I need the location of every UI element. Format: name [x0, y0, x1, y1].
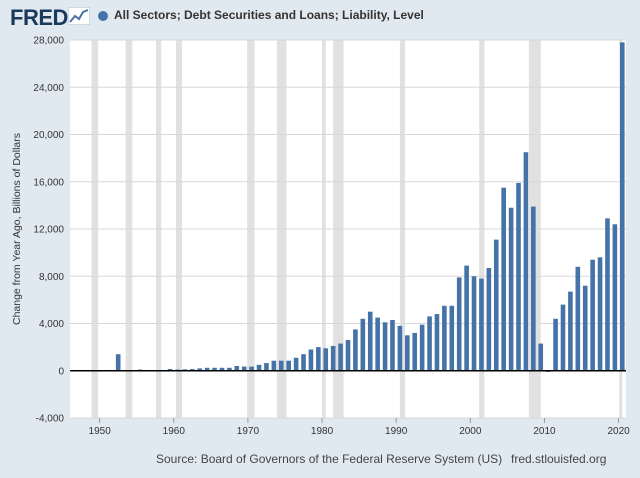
bar-1981: [330, 345, 336, 371]
bar-1978: [308, 349, 314, 371]
bar-2004: [501, 187, 506, 371]
bar-1980: [323, 348, 329, 371]
y-axis-label: Change from Year Ago, Billions of Dollar…: [11, 133, 23, 325]
bar-2003: [493, 239, 499, 371]
source-url[interactable]: fred.stlouisfed.org: [511, 452, 607, 466]
bar-1996: [442, 305, 447, 371]
bar-1995: [434, 314, 440, 371]
x-tick-label: 2020: [607, 426, 630, 437]
y-tick-label: 0: [58, 366, 64, 377]
bar-1985: [360, 318, 366, 371]
bar-1998: [456, 277, 462, 371]
y-tick-label: -4,000: [36, 414, 65, 425]
bar-1973: [271, 360, 277, 371]
x-tick-label: 2000: [459, 426, 482, 437]
bar-1974: [278, 360, 284, 371]
bar-1993: [419, 324, 425, 371]
y-tick-label: 4,000: [39, 319, 64, 330]
bar-2005: [508, 207, 514, 371]
fred-chart-icon: [68, 7, 90, 25]
bar-2009: [538, 343, 544, 371]
x-tick-label: 1960: [163, 426, 186, 437]
bar-2015: [582, 285, 588, 371]
bar-1988: [382, 322, 388, 371]
x-axis: 1950 1960 1970 1980 1990 2000 2010 2020: [89, 418, 630, 437]
bar-1963: [197, 368, 203, 371]
bar-1991: [405, 335, 410, 371]
bar-2011: [553, 318, 558, 371]
bar-1975: [286, 360, 291, 371]
bar-1972: [264, 363, 269, 371]
y-axis: -4,000 0 4,000 8,000 12,000 16,000 20,000 24,00…: [33, 36, 64, 425]
y-tick-label: 8,000: [39, 272, 64, 283]
y-tick-label: 16,000: [33, 177, 64, 188]
fred-logo[interactable]: FRED: [10, 5, 68, 30]
y-tick-label: 20,000: [33, 130, 64, 141]
bar-1986: [367, 311, 373, 371]
bar-1970: [249, 366, 254, 371]
bar-1965: [212, 367, 217, 371]
bar-1992: [412, 332, 418, 371]
bar-1968: [234, 366, 240, 371]
bar-1994: [427, 316, 432, 371]
bar-2013: [568, 291, 573, 371]
legend-label: All Sectors; Debt Securities and Loans; …: [114, 8, 424, 22]
bar-2012: [560, 304, 566, 371]
bar-1999: [464, 265, 469, 371]
bar-2008: [531, 206, 536, 371]
bar-1977: [301, 354, 306, 371]
bar-2016: [590, 259, 595, 371]
bar-1964: [204, 367, 210, 371]
bar-1982: [338, 343, 343, 371]
bar-1979: [316, 347, 321, 371]
bar-2006: [516, 182, 521, 371]
bar-1997: [449, 305, 455, 371]
y-tick-label: 24,000: [33, 83, 64, 94]
bar-2017: [597, 257, 603, 371]
bar-2001: [479, 278, 484, 371]
bar-2014: [575, 266, 581, 371]
source-note: Source: Board of Governors of the Federa…: [156, 452, 503, 466]
bar-1990: [397, 325, 403, 371]
bar-2002: [486, 267, 492, 371]
bar-2018: [605, 218, 610, 371]
bar-1967: [227, 367, 232, 371]
bar-1987: [375, 317, 380, 371]
y-tick-label: 28,000: [33, 36, 64, 47]
x-tick-label: 1990: [385, 426, 408, 437]
x-tick-label: 1950: [89, 426, 112, 437]
bar-1976: [293, 357, 299, 371]
x-tick-label: 1980: [311, 426, 334, 437]
y-tick-label: 12,000: [33, 225, 64, 236]
bar-1969: [241, 366, 247, 371]
bar-1966: [219, 367, 225, 371]
bar-2007: [523, 152, 529, 371]
bar-1983: [345, 340, 351, 371]
bar-1962: [190, 368, 195, 371]
bar-2020: [619, 42, 625, 371]
x-tick-label: 1970: [237, 426, 260, 437]
bar-1971: [256, 364, 262, 371]
x-tick-label: 2010: [533, 426, 556, 437]
bar-2000: [471, 276, 477, 371]
bar-1952: [115, 354, 121, 371]
chart-header: FRED All Sectors; Debt Securities and Lo…: [0, 0, 640, 32]
data-bars: [115, 42, 625, 372]
bar-2019: [612, 224, 618, 371]
bar-1984: [353, 329, 358, 371]
bar-1959: [167, 368, 173, 371]
bar-1989: [390, 319, 395, 371]
legend-marker: [98, 11, 108, 21]
